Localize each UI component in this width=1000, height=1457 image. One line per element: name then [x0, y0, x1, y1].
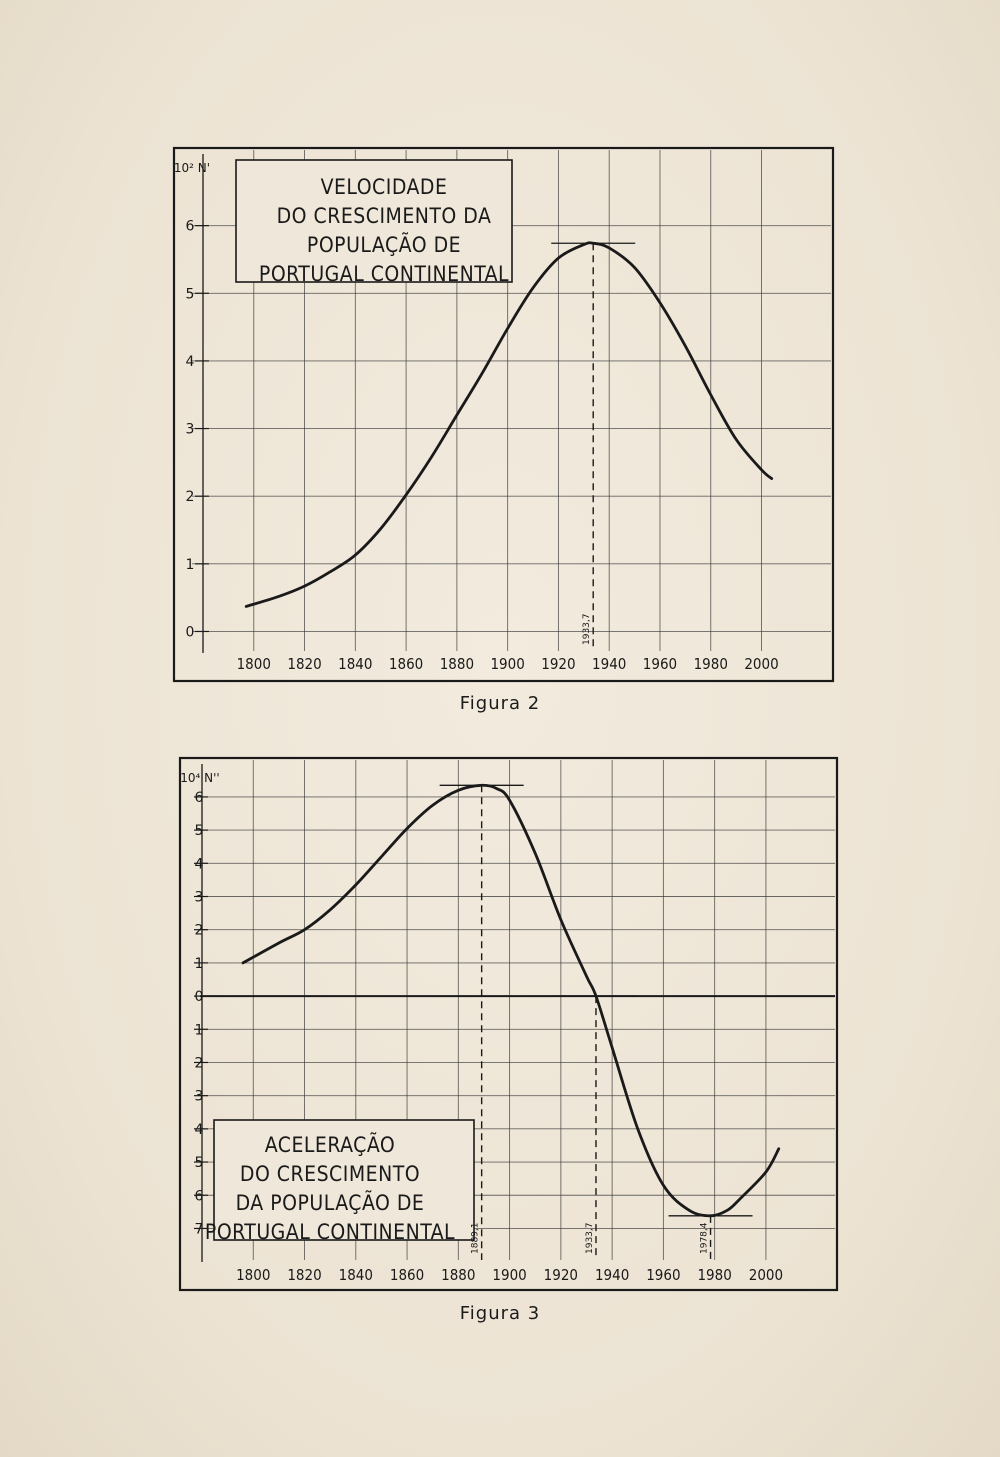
figure-2-caption: Figura 2 [459, 693, 541, 714]
figure-2-velocity-chart: VELOCIDADE DO CRESCIMENTO DA POPULAÇÃO DE P… [172, 146, 835, 683]
annotation-label: 1933,7 [582, 614, 592, 646]
y-tick-label: 0 [195, 989, 204, 1005]
x-tick-label: 1980 [694, 655, 728, 673]
annotation-label: 1933,7 [585, 1223, 595, 1255]
y-tick-label: 5 [195, 823, 204, 839]
x-tick-label: 1940 [595, 1266, 629, 1284]
y-tick-label: 3 [195, 1089, 204, 1105]
x-tick-label: 1820 [287, 655, 321, 673]
chart-title-line: DO CRESCIMENTO DA [277, 204, 492, 228]
y-tick-label: 0 [186, 624, 195, 640]
y-axis-unit-label: 10² N' [174, 161, 210, 175]
y-tick-label: 3 [195, 890, 204, 906]
y-tick-label: 4 [195, 1122, 204, 1138]
y-tick-label: 5 [195, 1155, 204, 1171]
y-tick-label: 2 [186, 489, 195, 505]
y-tick-label: 6 [195, 790, 204, 806]
y-tick-label: 4 [195, 856, 204, 872]
x-tick-label: 1880 [440, 655, 474, 673]
x-tick-label: 1900 [492, 1266, 526, 1284]
x-tick-label: 2000 [749, 1266, 783, 1284]
x-tick-label: 1960 [646, 1266, 680, 1284]
y-tick-label: 2 [195, 923, 204, 939]
y-tick-label: 6 [186, 219, 195, 235]
chart-title-line: ACELERAÇÃO [265, 1131, 396, 1157]
x-tick-label: 1880 [441, 1266, 475, 1284]
annotation-label: 1978,4 [700, 1222, 710, 1254]
series-line [241, 783, 781, 1218]
chart-title-line: PORTUGAL CONTINENTAL [205, 1220, 455, 1244]
y-axis-unit-label: 10⁴ N'' [180, 771, 219, 785]
chart-frame [172, 146, 835, 683]
chart-title-line: DO CRESCIMENTO [240, 1162, 420, 1186]
x-tick-label: 1920 [541, 655, 575, 673]
x-tick-label: 1820 [287, 1266, 321, 1284]
x-tick-label: 1860 [389, 655, 423, 673]
figure-3-acceleration-chart: ACELERAÇÃO DO CRESCIMENTO DA POPULAÇÃO DE P… [178, 756, 839, 1292]
chart-title-line: VELOCIDADE [321, 175, 448, 199]
y-tick-label: 7 [195, 1221, 204, 1237]
x-tick-label: 1960 [643, 655, 677, 673]
chart-title-line: POPULAÇÃO DE [307, 231, 461, 257]
chart-title-line: PORTUGAL CONTINENTAL [259, 262, 509, 286]
x-tick-label: 2000 [744, 655, 778, 673]
x-tick-label: 1860 [390, 1266, 424, 1284]
y-tick-label: 5 [186, 286, 195, 302]
y-tick-label: 1 [195, 956, 204, 972]
title-box [235, 159, 513, 283]
chart-frame [178, 756, 839, 1292]
chart-title-line: DA POPULAÇÃO DE [236, 1189, 425, 1215]
y-tick-label: 3 [186, 422, 195, 438]
y-tick-label: 6 [195, 1188, 204, 1204]
x-tick-label: 1800 [236, 1266, 270, 1284]
y-tick-label: 1 [186, 557, 195, 573]
series-line [244, 241, 774, 608]
y-tick-label: 1 [195, 1022, 204, 1038]
title-box [213, 1119, 475, 1241]
x-tick-label: 1800 [237, 655, 271, 673]
annotation-label: 1889,1 [471, 1223, 481, 1255]
x-tick-label: 1940 [592, 655, 626, 673]
x-tick-label: 1980 [697, 1266, 731, 1284]
x-tick-label: 1840 [338, 655, 372, 673]
x-tick-label: 1900 [490, 655, 524, 673]
x-tick-label: 1840 [339, 1266, 373, 1284]
x-tick-label: 1920 [544, 1266, 578, 1284]
figure-3-caption: Figura 3 [459, 1303, 541, 1324]
y-tick-label: 4 [186, 354, 195, 370]
y-tick-label: 2 [195, 1055, 204, 1071]
